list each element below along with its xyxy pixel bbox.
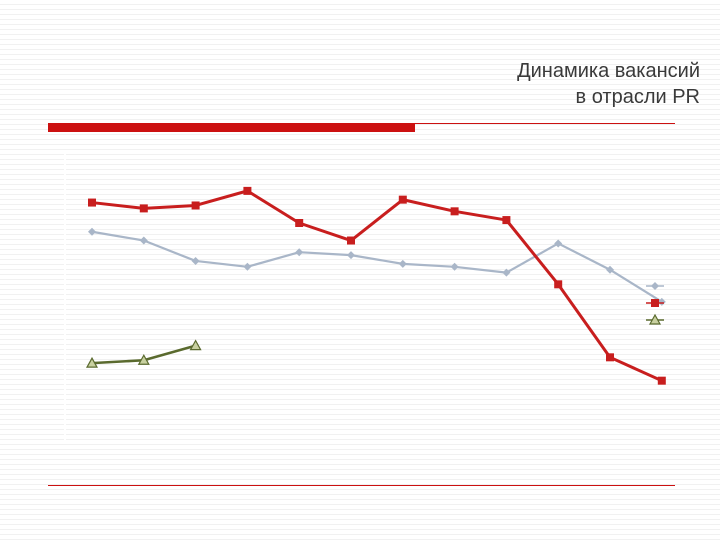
slide-title-line-1: Динамика вакансий (517, 60, 700, 82)
series-1-point-12 (657, 297, 666, 306)
series-2-point-9 (502, 216, 511, 225)
legend-swatch-marker-1 (651, 282, 659, 290)
series-3 (85, 339, 202, 368)
series-2-point-10 (554, 280, 563, 289)
series-2-line (91, 189, 663, 383)
series-1 (88, 227, 666, 306)
series-2-point-3 (191, 201, 200, 210)
series-2-point-2 (139, 204, 148, 213)
legend-entry-3 (646, 313, 664, 325)
series-1-point-8 (450, 262, 459, 271)
title-accent-bar (48, 123, 415, 132)
series-1-point-3 (191, 256, 200, 265)
slide-title: Динамика вакансий в отрасли PR (300, 58, 700, 110)
series-2-point-1 (88, 198, 96, 207)
series-1-point-5 (295, 248, 304, 257)
series-2-point-11 (606, 353, 614, 362)
series-3-point-2 (137, 354, 150, 365)
series-2-point-5 (295, 219, 304, 227)
series-2-point-6 (347, 236, 355, 245)
series-layer (85, 186, 666, 385)
legend-swatch-marker-2 (651, 299, 659, 307)
series-2-point-8 (450, 207, 459, 216)
legend-entry-1 (646, 282, 664, 290)
series-1-point-4 (243, 262, 252, 271)
series-2 (88, 186, 666, 385)
slide-title-line-2: в отрасли PR (575, 86, 700, 108)
series-1-line (91, 230, 663, 303)
footer-rule (48, 485, 675, 486)
legend (646, 282, 664, 325)
series-3-point-3 (189, 339, 202, 351)
series-1-point-7 (398, 259, 407, 268)
series-1-point-10 (554, 239, 563, 248)
series-3-point-1 (85, 356, 99, 368)
legend-entry-2 (646, 299, 664, 307)
series-1-point-6 (347, 251, 355, 260)
series-1-point-9 (502, 268, 511, 277)
series-2-point-4 (243, 186, 252, 195)
series-2-point-12 (657, 376, 666, 385)
legend-swatch-marker-3 (648, 313, 662, 325)
series-2-point-7 (398, 195, 407, 204)
series-1-point-2 (139, 236, 148, 245)
series-1-point-11 (606, 265, 614, 274)
series-1-point-1 (88, 227, 96, 236)
